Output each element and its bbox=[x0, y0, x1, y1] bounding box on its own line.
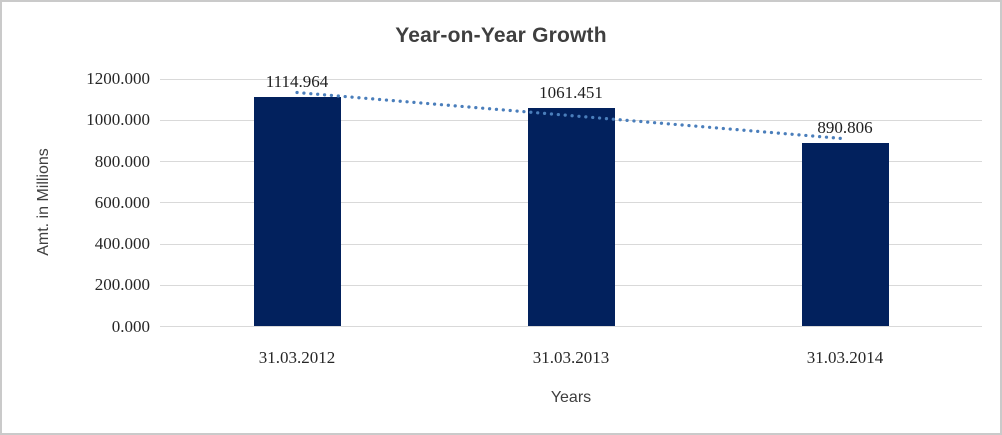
gridline bbox=[160, 78, 982, 80]
y-tick-label: 800.000 bbox=[94, 151, 150, 171]
bar-data-label: 1114.964 bbox=[265, 71, 329, 91]
y-tick-label: 1000.000 bbox=[86, 110, 150, 130]
bar bbox=[253, 96, 341, 327]
y-axis-title: Amt. in Millions bbox=[35, 148, 52, 256]
bar bbox=[801, 142, 889, 327]
bar-data-label: 1061.451 bbox=[539, 82, 603, 102]
x-tick-label: 31.03.2012 bbox=[258, 348, 336, 367]
x-tick-label: 31.03.2014 bbox=[806, 348, 884, 367]
y-tick-label: 1200.000 bbox=[86, 69, 150, 88]
chart-title: Year-on-Year Growth bbox=[395, 24, 607, 47]
y-tick-label: 600.000 bbox=[94, 192, 150, 212]
bar bbox=[527, 107, 615, 327]
x-tick-label: 31.03.2013 bbox=[532, 348, 610, 367]
bar-data-label: 890.806 bbox=[817, 117, 873, 137]
y-tick-label: 400.000 bbox=[94, 234, 150, 253]
y-tick-label: 0.000 bbox=[111, 316, 150, 336]
x-axis-line bbox=[160, 326, 982, 327]
y-tick-label: 200.000 bbox=[94, 275, 150, 295]
x-axis-title: Years bbox=[550, 389, 592, 406]
